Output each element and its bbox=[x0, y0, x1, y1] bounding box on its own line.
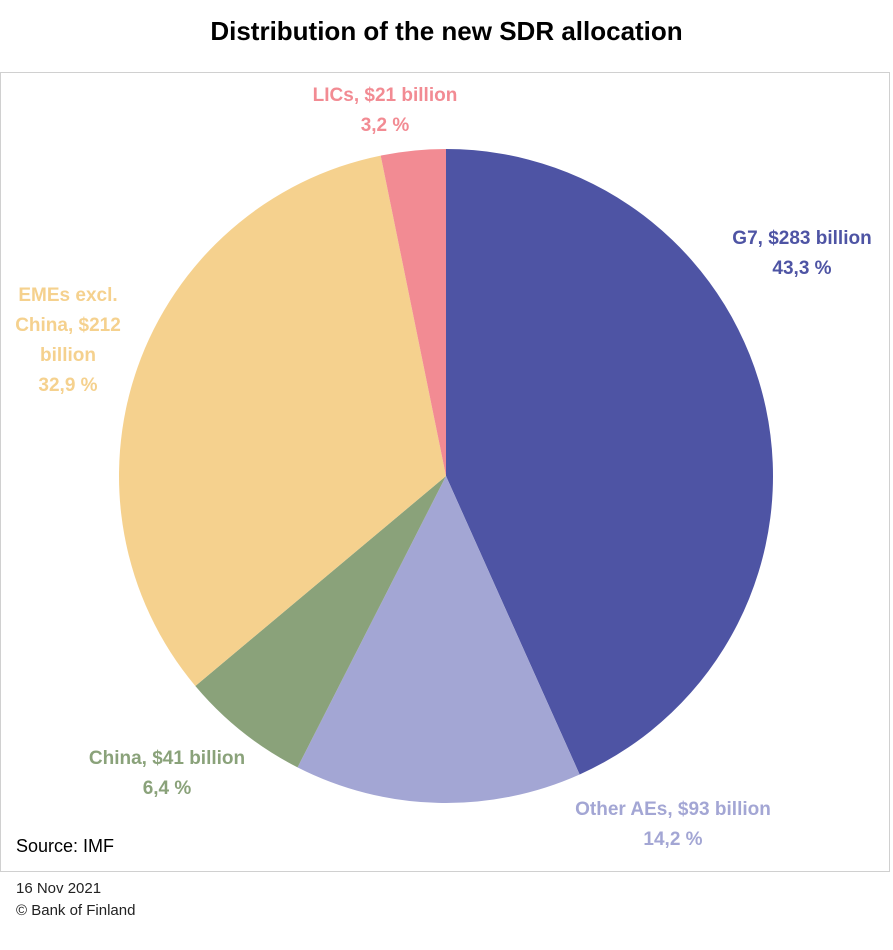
slice-label: Other AEs, $93 billion 14,2 % bbox=[543, 795, 803, 855]
pie-slice bbox=[446, 149, 773, 775]
slice-label: LICs, $21 billion 3,2 % bbox=[285, 81, 485, 141]
source: Source: IMF bbox=[16, 836, 115, 856]
chart-title: Distribution of the new SDR allocation bbox=[210, 16, 683, 46]
slice-category: EMEs excl. China, $212 billion bbox=[15, 285, 121, 366]
chart-frame bbox=[0, 72, 890, 872]
slice-value: 14,2 % bbox=[643, 829, 703, 850]
pie-slice bbox=[195, 476, 446, 768]
slice-category: China, $41 billion bbox=[88, 748, 246, 769]
footer-date: 16 Nov 2021 bbox=[16, 880, 102, 897]
pie-slice bbox=[118, 155, 447, 687]
slice-label: G7, $283 billion 43,3 % bbox=[702, 224, 893, 284]
pie-slice bbox=[297, 476, 580, 804]
slice-value: 3,2 % bbox=[360, 115, 410, 136]
slice-value: 43,3 % bbox=[772, 258, 832, 279]
slice-category: G7, $283 billion bbox=[732, 228, 872, 249]
slice-value: 32,9 % bbox=[38, 375, 98, 396]
pie-slice bbox=[380, 149, 446, 476]
slice-label: EMEs excl. China, $212 billion 32,9 % bbox=[0, 281, 138, 401]
slice-category: LICs, $21 billion bbox=[312, 85, 458, 106]
footer-credit: © Bank of Finland bbox=[16, 902, 136, 919]
slice-category: Other AEs, $93 billion bbox=[575, 799, 771, 820]
slice-label: China, $41 billion 6,4 % bbox=[57, 744, 277, 804]
slice-value: 6,4 % bbox=[142, 778, 192, 799]
